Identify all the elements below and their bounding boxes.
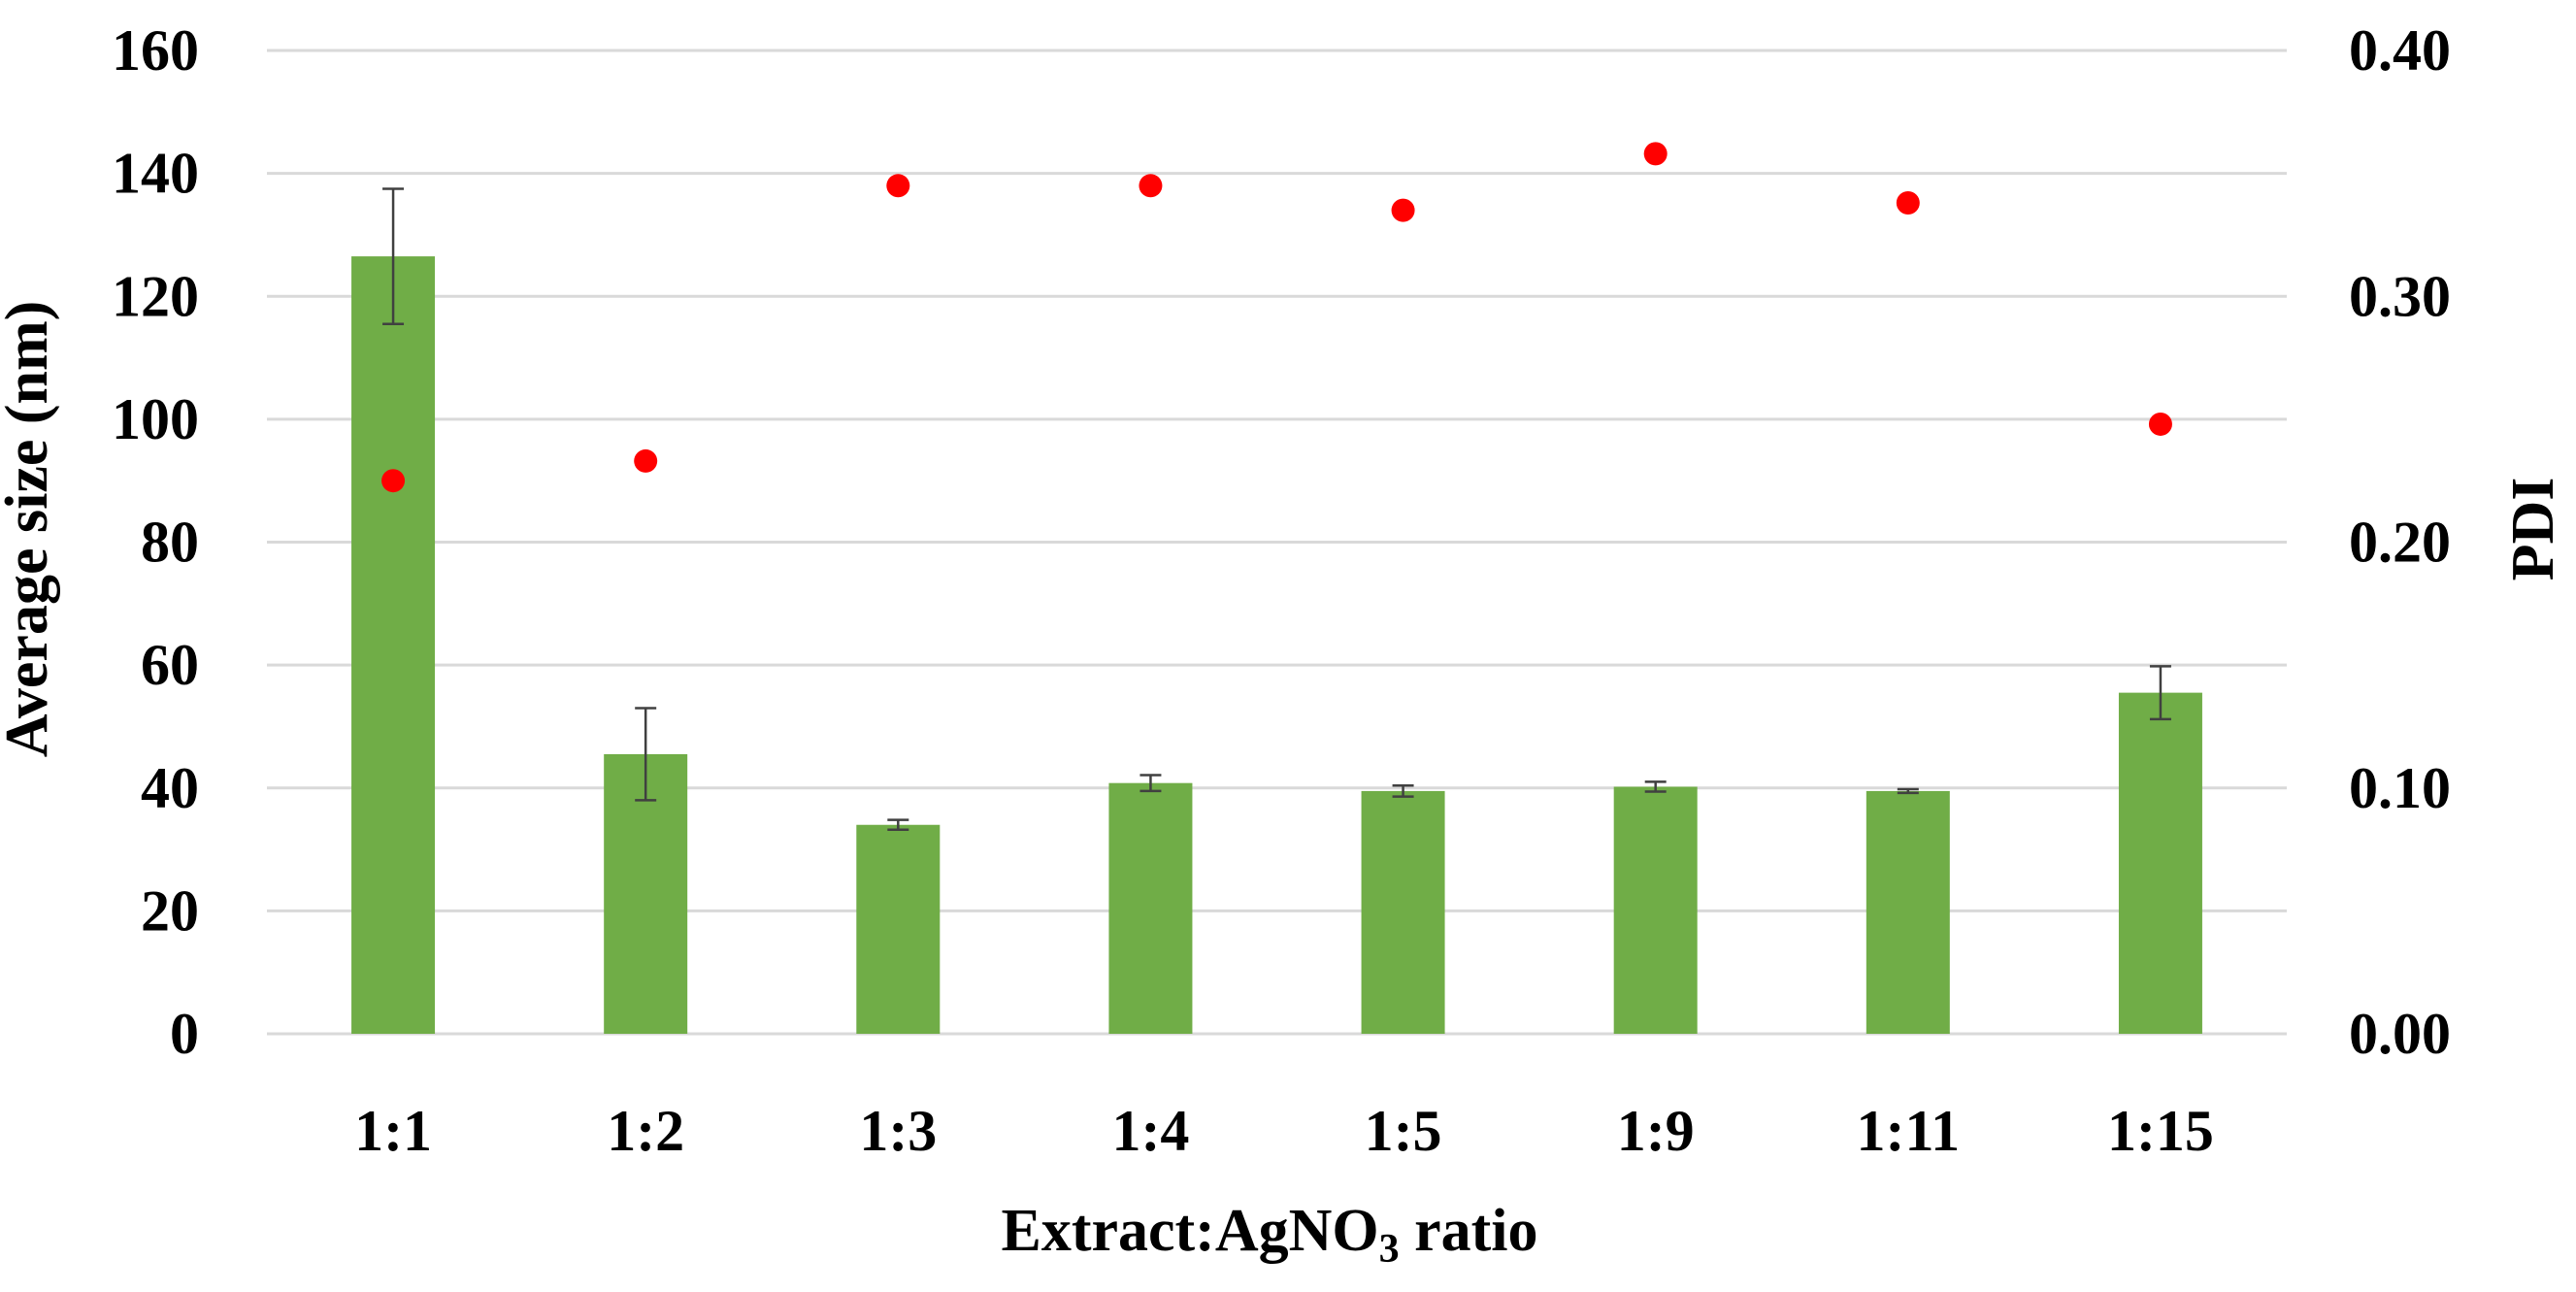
bar-series — [351, 256, 2202, 1034]
pdi-point — [886, 174, 910, 198]
x-axis-ticks: 1:1 1:2 1:3 1:4 1:5 1:9 1:11 1:15 — [354, 1099, 2214, 1163]
y-tick-label: 120 — [112, 264, 199, 328]
pdi-point — [2148, 412, 2172, 436]
error-bars — [382, 187, 2171, 832]
y-axis-title: Average size (nm) — [0, 301, 60, 758]
gridlines — [267, 49, 2287, 1036]
y-tick-label: 20 — [141, 878, 199, 943]
y2-tick-label: 0.40 — [2349, 18, 2451, 83]
y-tick-label: 80 — [141, 511, 199, 575]
y2-tick-label: 0.10 — [2349, 756, 2451, 820]
pdi-point — [1139, 174, 1163, 198]
x-tick-label: 1:3 — [859, 1099, 937, 1163]
bar — [351, 256, 436, 1034]
y-tick-label: 0 — [170, 1002, 199, 1066]
y-tick-label: 160 — [112, 18, 199, 83]
pdi-point — [1643, 142, 1668, 166]
x-tick-label: 1:9 — [1617, 1099, 1695, 1163]
pdi-point — [634, 448, 658, 473]
y-tick-label: 60 — [141, 633, 199, 697]
y-tick-label: 40 — [141, 756, 199, 820]
y2-axis-title: PDI — [2500, 478, 2566, 581]
y2-tick-label: 0.20 — [2349, 511, 2451, 575]
y-tick-label: 100 — [112, 387, 199, 451]
y2-tick-label: 0.00 — [2349, 1002, 2451, 1066]
pdi-point — [1896, 191, 1920, 215]
x-tick-label: 1:5 — [1365, 1099, 1442, 1163]
x-tick-label: 1:1 — [354, 1099, 432, 1163]
bar — [1866, 790, 1950, 1034]
pdi-point — [1391, 198, 1415, 222]
x-tick-label: 1:11 — [1856, 1099, 1960, 1163]
right-axis-ticks: 0.00 0.10 0.20 0.30 0.40 — [2349, 18, 2451, 1066]
bar — [2118, 692, 2202, 1034]
x-axis-title: Extract:AgNO3 ratio — [1002, 1198, 1538, 1272]
y-tick-label: 140 — [112, 142, 199, 206]
x-tick-label: 1:15 — [2107, 1099, 2214, 1163]
bar — [1108, 782, 1193, 1034]
pdi-points — [381, 142, 2172, 493]
bar — [1361, 790, 1445, 1034]
x-tick-label: 1:4 — [1111, 1099, 1189, 1163]
bar — [1613, 786, 1698, 1034]
y2-tick-label: 0.30 — [2349, 264, 2451, 328]
left-axis-ticks: 0 20 40 60 80 100 120 140 160 — [112, 18, 199, 1066]
bar — [856, 824, 941, 1034]
x-tick-label: 1:2 — [607, 1099, 684, 1163]
pdi-point — [381, 469, 406, 493]
